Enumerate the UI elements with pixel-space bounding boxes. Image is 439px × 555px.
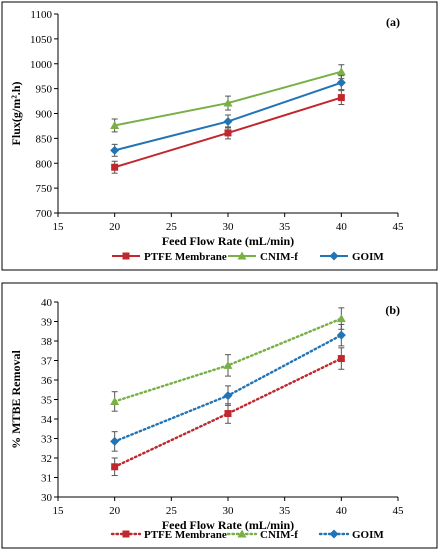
data-point [111,463,119,471]
legend-swatch-marker [237,529,247,538]
x-tick-label: 40 [336,221,348,233]
y-tick-label: 750 [36,183,53,195]
x-tick-label: 25 [166,221,178,233]
x-tick-label: 30 [223,505,235,517]
legend-label: PTFE Membrane [144,251,227,263]
data-point [223,360,233,369]
y-tick-label: 850 [36,133,53,145]
x-tick-label: 20 [109,505,121,517]
data-point [223,116,233,126]
series-goim [110,75,346,157]
x-tick-label: 20 [109,221,121,233]
y-tick-label: 800 [36,158,53,170]
data-point [337,94,345,102]
legend-swatch-marker [122,252,130,260]
data-point [223,98,233,107]
data-point [336,78,346,88]
y-tick-label: 30 [41,492,53,504]
data-point [337,355,345,363]
legend-swatch-marker [329,251,339,261]
y-tick-label: 1100 [30,9,52,21]
series-cnim-f [110,307,346,412]
x-tick-label: 40 [336,505,348,517]
y-tick-label: 700 [36,208,53,220]
y-axis-title: % MTBE Removal [9,350,23,449]
x-tick-label: 35 [279,221,291,233]
legend-swatch-marker [237,251,247,260]
panel-frame [1,282,438,549]
data-point [110,145,120,155]
x-tick-label: 15 [53,221,65,233]
x-tick-label: 45 [393,505,405,517]
y-tick-label: 900 [36,109,53,121]
y-tick-label: 36 [41,375,53,387]
x-tick-label: 15 [53,505,65,517]
panel-label: (b) [385,303,400,317]
y-tick-label: 38 [41,336,53,348]
y-tick-label: 37 [41,356,53,368]
x-tick-label: 25 [166,505,178,517]
data-point [110,436,120,446]
data-point [224,410,232,418]
panel-label: (a) [386,15,400,29]
data-point [336,330,346,340]
legend-label: CNIM-f [260,529,298,541]
x-tick-label: 45 [393,221,405,233]
legend-label: PTFE Membrane [144,529,227,541]
data-point [111,163,119,171]
y-tick-label: 39 [41,317,53,329]
y-tick-label: 34 [41,414,53,426]
y-tick-label: 950 [36,84,53,96]
legend-label: GOIM [352,529,384,541]
y-tick-label: 1050 [30,34,53,46]
legend: PTFE Membrane CNIM-f GOIM [110,529,384,541]
y-tick-label: 31 [41,473,52,485]
data-point [223,391,233,401]
x-tick-label: 35 [279,505,291,517]
legend-swatch-marker [122,530,130,538]
chart-panel-b: 30 31 32 33 34 35 36 37 38 39 40 15 20 25 30 35 40 45 Feed… [1,282,438,549]
legend: PTFE Membrane CNIM-f GOIM [112,251,384,263]
data-point [336,314,346,323]
x-axis-title: Feed Flow Rate (mL/min) [162,234,294,248]
series-ptfe-membrane [111,347,345,477]
data-point [110,120,120,129]
y-tick-label: 40 [41,297,53,309]
y-tick-label: 33 [41,434,53,446]
x-axis-title: Feed Flow Rate (mL/min) [162,518,294,532]
series-ptfe-membrane [111,90,345,174]
data-point [336,67,346,76]
data-point [224,129,232,137]
y-tick-label: 35 [41,395,53,407]
x-tick-label: 30 [223,221,235,233]
legend-label: CNIM-f [260,251,298,263]
series-goim [110,323,346,452]
legend-swatch-marker [329,529,339,539]
y-tick-label: 1000 [30,59,53,71]
y-axis-title: Flux(g/m².h) [9,82,23,146]
legend-label: GOIM [352,251,384,263]
y-tick-label: 32 [41,453,52,465]
data-point [110,396,120,405]
chart-panel-a: 700 750 800 850 900 950 1000 1050 1100 15 20 25 30 35… [1,1,438,271]
